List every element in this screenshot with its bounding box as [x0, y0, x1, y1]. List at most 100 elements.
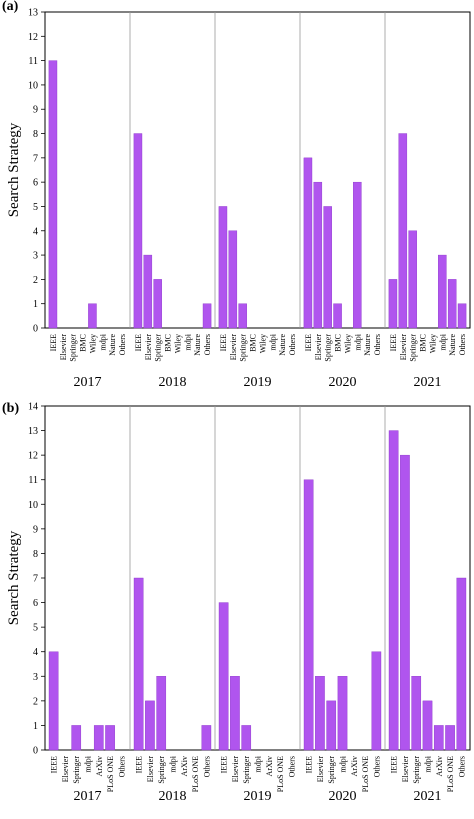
- x-category-label: Nature: [278, 334, 287, 356]
- y-tick-label: 10: [28, 80, 38, 91]
- y-tick-label: 8: [33, 129, 38, 140]
- y-tick-label: 13: [28, 426, 38, 437]
- x-category-label: IEEE: [134, 334, 143, 351]
- y-axis-label: Search Strategy: [6, 530, 22, 625]
- bar: [88, 303, 97, 329]
- x-category-label: Nature: [108, 334, 117, 356]
- y-tick-label: 12: [28, 32, 38, 43]
- x-category-label: Springer: [242, 756, 251, 784]
- x-category-label: Springer: [327, 756, 336, 784]
- y-tick-label: 1: [33, 721, 38, 732]
- x-category-label: ArXiv: [350, 756, 359, 776]
- bar: [447, 279, 457, 329]
- x-category-label: Elsevier: [314, 334, 323, 361]
- bar: [143, 254, 153, 329]
- x-category-label: mdpi: [183, 333, 192, 350]
- x-category-label: ArXiv: [180, 756, 189, 776]
- y-tick-label: 2: [33, 275, 38, 286]
- x-category-label: Elsevier: [144, 334, 153, 361]
- x-category-label: Others: [203, 334, 212, 355]
- bar: [218, 602, 229, 751]
- y-tick-label: 7: [33, 153, 38, 164]
- bar: [48, 651, 59, 751]
- chart-panel-1: (a)Search Strategy012345678910111213IEEE…: [2, 0, 471, 390]
- plot-frame: [44, 11, 471, 329]
- x-category-label: PLoS ONE: [276, 756, 285, 792]
- x-category-label: Wiley: [258, 334, 267, 353]
- x-category-label: ArXiv: [435, 756, 444, 776]
- y-tick-label: 5: [33, 623, 38, 634]
- x-category-label: Elsevier: [401, 756, 410, 783]
- x-category-label: mdpi: [424, 755, 433, 772]
- x-category-label: mdpi: [268, 333, 277, 350]
- bar: [228, 230, 238, 329]
- x-category-label: BMC: [419, 334, 428, 352]
- x-category-label: BMC: [79, 334, 88, 352]
- x-category-label: mdpi: [339, 755, 348, 772]
- year-group-label: 2017: [74, 789, 102, 804]
- x-category-label: Others: [458, 334, 467, 355]
- y-tick-label: 6: [33, 178, 38, 189]
- x-category-label: mdpi: [353, 333, 362, 350]
- x-category-label: PLoS ONE: [361, 756, 370, 792]
- x-category-label: Others: [118, 334, 127, 355]
- x-category-label: mdpi: [84, 755, 93, 772]
- bar: [457, 303, 467, 329]
- x-category-label: Elsevier: [399, 334, 408, 361]
- x-category-label: IEEE: [219, 334, 228, 351]
- bar: [323, 206, 332, 329]
- y-tick-label: 2: [33, 696, 38, 707]
- plot-frame: [44, 405, 471, 751]
- y-tick-label: 4: [33, 226, 38, 237]
- x-category-label: IEEE: [390, 756, 399, 773]
- bar: [48, 60, 58, 329]
- x-category-label: IEEE: [389, 334, 398, 351]
- y-tick-label: 0: [33, 324, 38, 335]
- y-tick-label: 5: [33, 202, 38, 213]
- year-group-label: 2020: [329, 375, 357, 390]
- x-category-label: Elsevier: [231, 756, 240, 783]
- x-category-label: Springer: [154, 334, 163, 362]
- x-category-label: Others: [117, 756, 126, 777]
- x-category-label: Others: [373, 334, 382, 355]
- y-tick-label: 3: [33, 251, 38, 262]
- y-tick-label: 11: [28, 56, 38, 67]
- bar: [241, 725, 252, 751]
- x-category-label: mdpi: [254, 755, 263, 772]
- y-tick-label: 10: [28, 500, 38, 511]
- x-category-label: BMC: [249, 334, 258, 352]
- x-category-label: Wiley: [88, 334, 97, 353]
- bar: [133, 133, 143, 329]
- bar: [438, 254, 447, 329]
- bar: [400, 454, 410, 751]
- x-category-label: IEEE: [135, 756, 144, 773]
- x-category-label: IEEE: [304, 334, 313, 351]
- bar: [201, 725, 212, 751]
- bar: [353, 181, 362, 329]
- bar: [238, 303, 247, 329]
- bar: [156, 676, 167, 751]
- x-category-label: Springer: [69, 334, 78, 362]
- bar: [337, 676, 348, 751]
- x-category-label: IEEE: [49, 334, 58, 351]
- x-category-label: Springer: [72, 756, 81, 784]
- bar: [408, 230, 417, 329]
- x-category-label: Nature: [448, 334, 457, 356]
- y-tick-label: 7: [33, 574, 38, 585]
- bar: [93, 725, 104, 751]
- bar: [153, 279, 162, 329]
- panel-label: (a): [2, 0, 19, 14]
- x-category-label: Springer: [239, 334, 248, 362]
- x-category-label: Wiley: [428, 334, 437, 353]
- bar: [445, 725, 455, 751]
- x-category-label: PLoS ONE: [106, 756, 115, 792]
- x-category-label: ArXiv: [95, 756, 104, 776]
- year-group-label: 2021: [414, 375, 442, 390]
- y-tick-label: 0: [33, 746, 38, 757]
- year-group-label: 2019: [244, 375, 272, 390]
- x-category-label: mdpi: [98, 333, 107, 350]
- bar: [326, 700, 337, 751]
- y-tick-label: 1: [33, 299, 38, 310]
- x-category-label: Others: [372, 756, 381, 777]
